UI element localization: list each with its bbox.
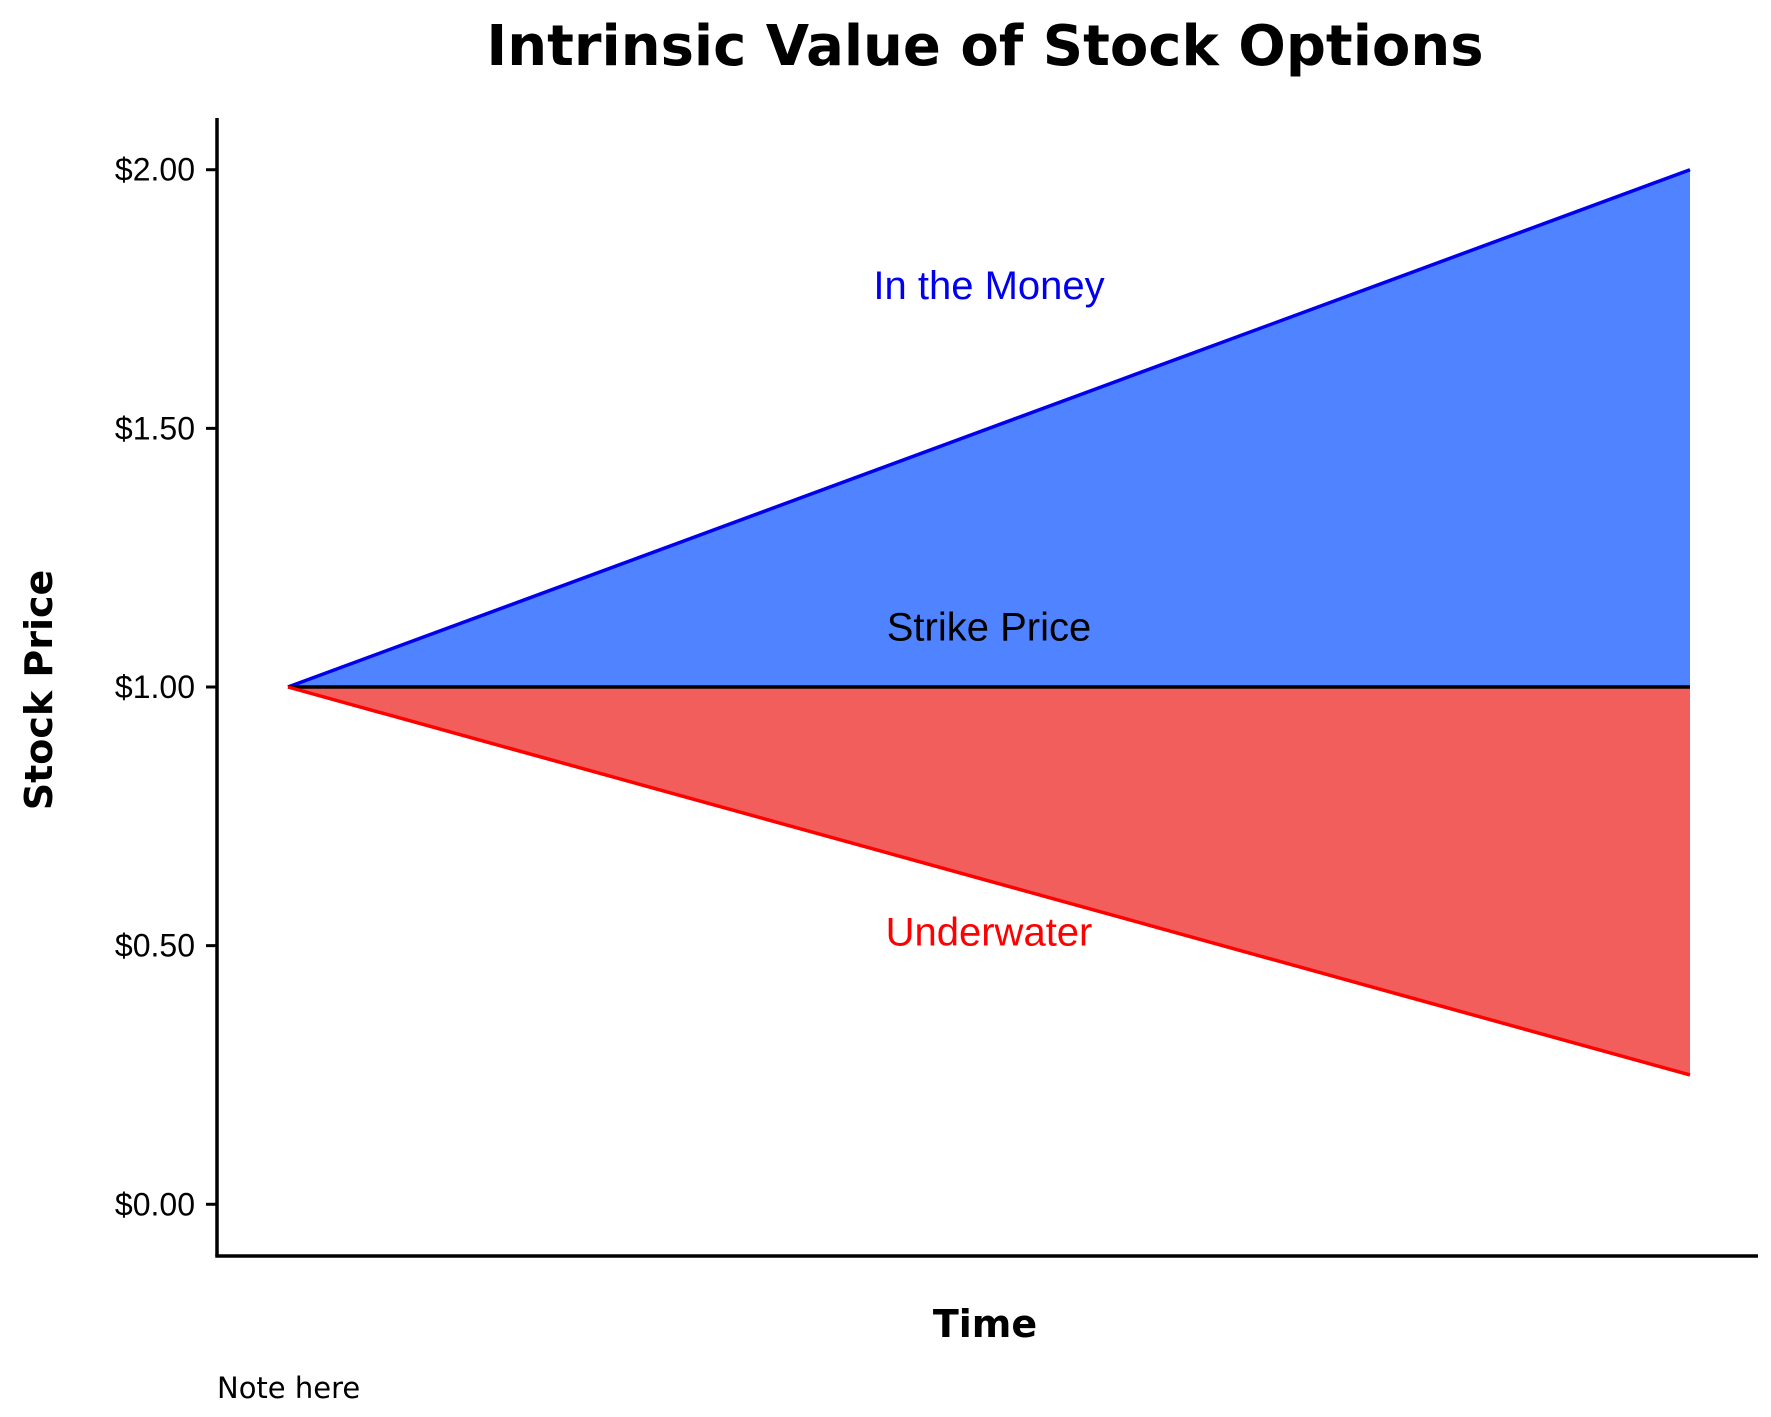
y-tick-label-3: $1.50: [115, 410, 195, 446]
annotation-0: In the Money: [873, 264, 1104, 308]
chart-note: Note here: [217, 1371, 360, 1405]
y-tick-label-2: $1.00: [115, 669, 195, 705]
axes: $0.00 $0.50 $1.00 $1.50 $2.00: [115, 118, 1758, 1258]
annotation-2: Underwater: [886, 911, 1093, 955]
y-tick-label-4: $2.00: [115, 152, 195, 188]
y-axis-title: Stock Price: [17, 570, 61, 811]
plot-area: In the Money Strike Price Underwater: [287, 168, 1691, 1077]
y-tick-label-1: $0.50: [115, 928, 195, 964]
x-axis-title: Time: [933, 1302, 1037, 1346]
y-tick-label-0: $0.00: [115, 1186, 195, 1222]
chart-title: Intrinsic Value of Stock Options: [486, 14, 1483, 79]
series-line-0: [287, 168, 1691, 689]
series-line-2: [287, 685, 1691, 1077]
annotation-1: Strike Price: [887, 605, 1092, 649]
